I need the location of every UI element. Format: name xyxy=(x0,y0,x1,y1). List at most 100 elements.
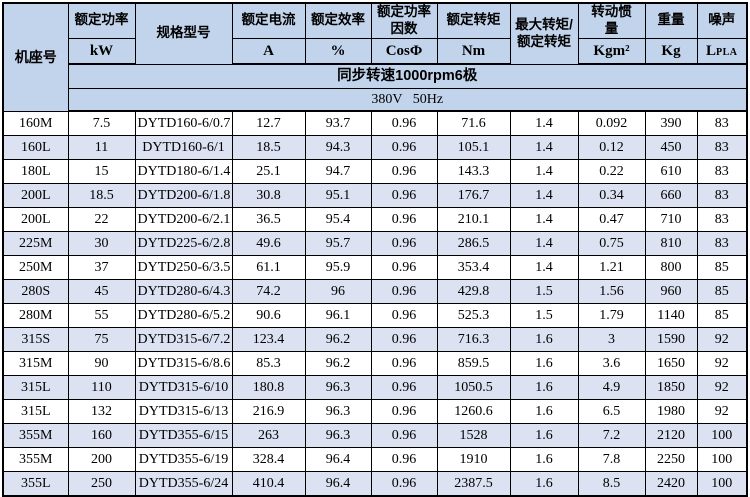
table-cell: 93.7 xyxy=(304,110,372,137)
header-rated-efficiency: 额定效率 xyxy=(304,2,372,39)
unit-rated-power: kW xyxy=(67,37,136,66)
table-cell: 315L xyxy=(2,399,69,425)
table-cell: 410.4 xyxy=(231,471,306,497)
table-cell: 96.3 xyxy=(304,423,372,449)
table-cell: 96 xyxy=(304,279,372,305)
header-max-torque-ratio-label: 最大转矩/额定转矩 xyxy=(515,17,573,49)
table-cell: 1.4 xyxy=(509,231,579,257)
table-cell: 1.6 xyxy=(509,399,579,425)
table-cell: 1850 xyxy=(644,375,698,401)
table-cell: 0.96 xyxy=(370,135,438,161)
table-cell: 1650 xyxy=(644,351,698,377)
table-row: 180L 15 DYTD180-6/1.4 25.1 94.7 0.96 143.3 1.4 0… xyxy=(2,159,748,185)
table-cell: 30.8 xyxy=(231,183,306,209)
table-cell: 45 xyxy=(67,279,136,305)
table-cell: 1140 xyxy=(644,303,698,329)
table-cell: 6.5 xyxy=(577,399,646,425)
table-cell: 1980 xyxy=(644,399,698,425)
table-cell: 1.4 xyxy=(509,255,579,281)
table-cell: 450 xyxy=(644,135,698,161)
table-cell: 315L xyxy=(2,375,69,401)
table-cell: 716.3 xyxy=(436,327,511,353)
table-cell: 49.6 xyxy=(231,231,306,257)
table-cell: 1.4 xyxy=(509,183,579,209)
header-rated-torque: 额定转矩 xyxy=(436,2,511,39)
table-cell: 286.5 xyxy=(436,231,511,257)
unit-rated-torque: Nm xyxy=(436,37,511,66)
table-row: 280M 55 DYTD280-6/5.2 90.6 96.1 0.96 525.3 1.5 1… xyxy=(2,303,748,329)
table-cell: 83 xyxy=(696,110,748,137)
table-cell: 200L xyxy=(2,207,69,233)
table-cell: 1.4 xyxy=(509,110,579,137)
table-cell: 95.7 xyxy=(304,231,372,257)
table-cell: 105.1 xyxy=(436,135,511,161)
table-cell: DYTD180-6/1.4 xyxy=(134,159,233,185)
table-cell: 0.96 xyxy=(370,207,438,233)
table-cell: 1.6 xyxy=(509,471,579,497)
table-cell: 429.8 xyxy=(436,279,511,305)
table-cell: 95.1 xyxy=(304,183,372,209)
table-cell: 610 xyxy=(644,159,698,185)
table-row: 315S 75 DYTD315-6/7.2 123.4 96.2 0.96 716.3 1.6… xyxy=(2,327,748,353)
table-cell: 160M xyxy=(2,110,69,137)
table-cell: 859.5 xyxy=(436,351,511,377)
table-cell: 800 xyxy=(644,255,698,281)
table-cell: 1.6 xyxy=(509,351,579,377)
table-cell: 355L xyxy=(2,471,69,497)
table-cell: 83 xyxy=(696,231,748,257)
table-cell: 0.96 xyxy=(370,110,438,137)
table-cell: 710 xyxy=(644,207,698,233)
table-cell: 1260.6 xyxy=(436,399,511,425)
table-cell: 250 xyxy=(67,471,136,497)
unit-power-factor: CosΦ xyxy=(370,37,438,66)
header-inertia-label: 转动惯量 xyxy=(591,4,632,36)
table-cell: 315M xyxy=(2,351,69,377)
table-cell: 355M xyxy=(2,423,69,449)
table-cell: 0.96 xyxy=(370,255,438,281)
table-cell: 1.4 xyxy=(509,135,579,161)
table-cell: DYTD200-6/1.8 xyxy=(134,183,233,209)
table-cell: 74.2 xyxy=(231,279,306,305)
table-cell: 0.96 xyxy=(370,447,438,473)
table-cell: 75 xyxy=(67,327,136,353)
table-cell: 216.9 xyxy=(231,399,306,425)
table-cell: 95.4 xyxy=(304,207,372,233)
voltage-row: 380V 50Hz xyxy=(3,87,748,113)
table-row: 200L 22 DYTD200-6/2.1 36.5 95.4 0.96 210.1 1.4 0… xyxy=(2,207,748,233)
table-cell: 7.8 xyxy=(577,447,646,473)
table-cell: DYTD355-6/24 xyxy=(134,471,233,497)
table-cell: 3.6 xyxy=(577,351,646,377)
table-cell: 2120 xyxy=(644,423,698,449)
header-rated-power: 额定功率 xyxy=(67,2,136,39)
table-cell: 0.092 xyxy=(577,110,646,137)
table-cell: 1590 xyxy=(644,327,698,353)
table-cell: 90.6 xyxy=(231,303,306,329)
table-cell: 1528 xyxy=(436,423,511,449)
table-row: 225M 30 DYTD225-6/2.8 49.6 95.7 0.96 286.5 1.4 0… xyxy=(2,231,748,257)
table-cell: 83 xyxy=(696,159,748,185)
header-unit-row: kW A % CosΦ Nm Kgm² Kg LPLA xyxy=(3,37,748,66)
table-cell: 180.8 xyxy=(231,375,306,401)
table-cell: 83 xyxy=(696,135,748,161)
table-cell: 0.96 xyxy=(370,423,438,449)
table-cell: 71.6 xyxy=(436,110,511,137)
table-cell: 1.6 xyxy=(509,327,579,353)
table-cell: 1.5 xyxy=(509,279,579,305)
table-cell: 180L xyxy=(2,159,69,185)
header-max-torque-ratio: 最大转矩/额定转矩 xyxy=(509,2,579,65)
table-cell: 0.12 xyxy=(577,135,646,161)
table-cell: 2250 xyxy=(644,447,698,473)
table-row: 160L 11 DYTD160-6/1 18.5 94.3 0.96 105.1 1.4 0.1… xyxy=(2,135,748,161)
table-cell: DYTD315-6/8.6 xyxy=(134,351,233,377)
table-cell: 7.5 xyxy=(67,110,136,137)
table-cell: DYTD315-6/13 xyxy=(134,399,233,425)
table-cell: 100 xyxy=(696,471,748,497)
table-cell: 11 xyxy=(67,135,136,161)
table-cell: 0.96 xyxy=(370,183,438,209)
table-cell: 200 xyxy=(67,447,136,473)
table-row: 315L 110 DYTD315-6/10 180.8 96.3 0.96 1050.5 1.… xyxy=(2,375,748,401)
table-cell: 92 xyxy=(696,399,748,425)
table-cell: DYTD225-6/2.8 xyxy=(134,231,233,257)
